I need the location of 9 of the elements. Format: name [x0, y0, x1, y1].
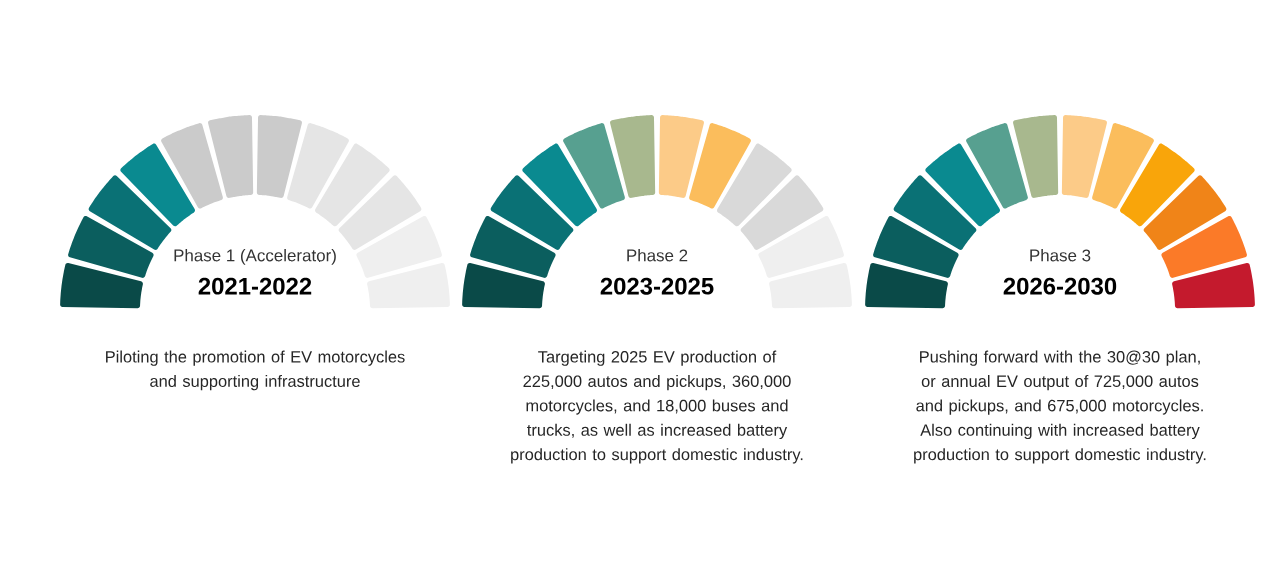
text: 2026-2030	[1003, 277, 1117, 295]
text: Piloting the promotion of EV motorcycles and supporting infrastructure	[106, 350, 405, 391]
text: Phase 1 (Accelerator)	[174, 248, 336, 265]
text: Pushing forward with the 30@30 plan, or annual EV output of 725,000 autos and pickups, and 675,000 motorcycles. Also continuing with increased battery production to support domestic industry.	[914, 350, 1206, 464]
text: 2023-2025	[600, 277, 714, 295]
text: Targeting 2025 EV production of 225,000 autos and pickups, 360,000 motorcycles, and 18,000 buses and trucks, as well as increased battery production to support domestic industry.	[511, 350, 803, 464]
text: Phase 2	[627, 248, 688, 262]
text: 2021-2022	[198, 277, 312, 295]
text: Phase 3	[1030, 248, 1091, 262]
